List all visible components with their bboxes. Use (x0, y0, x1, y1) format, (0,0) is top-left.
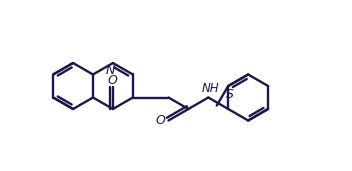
Text: O: O (156, 114, 165, 127)
Text: O: O (108, 74, 118, 87)
Text: S: S (226, 89, 234, 102)
Text: N: N (105, 64, 115, 77)
Text: NH: NH (201, 82, 219, 95)
